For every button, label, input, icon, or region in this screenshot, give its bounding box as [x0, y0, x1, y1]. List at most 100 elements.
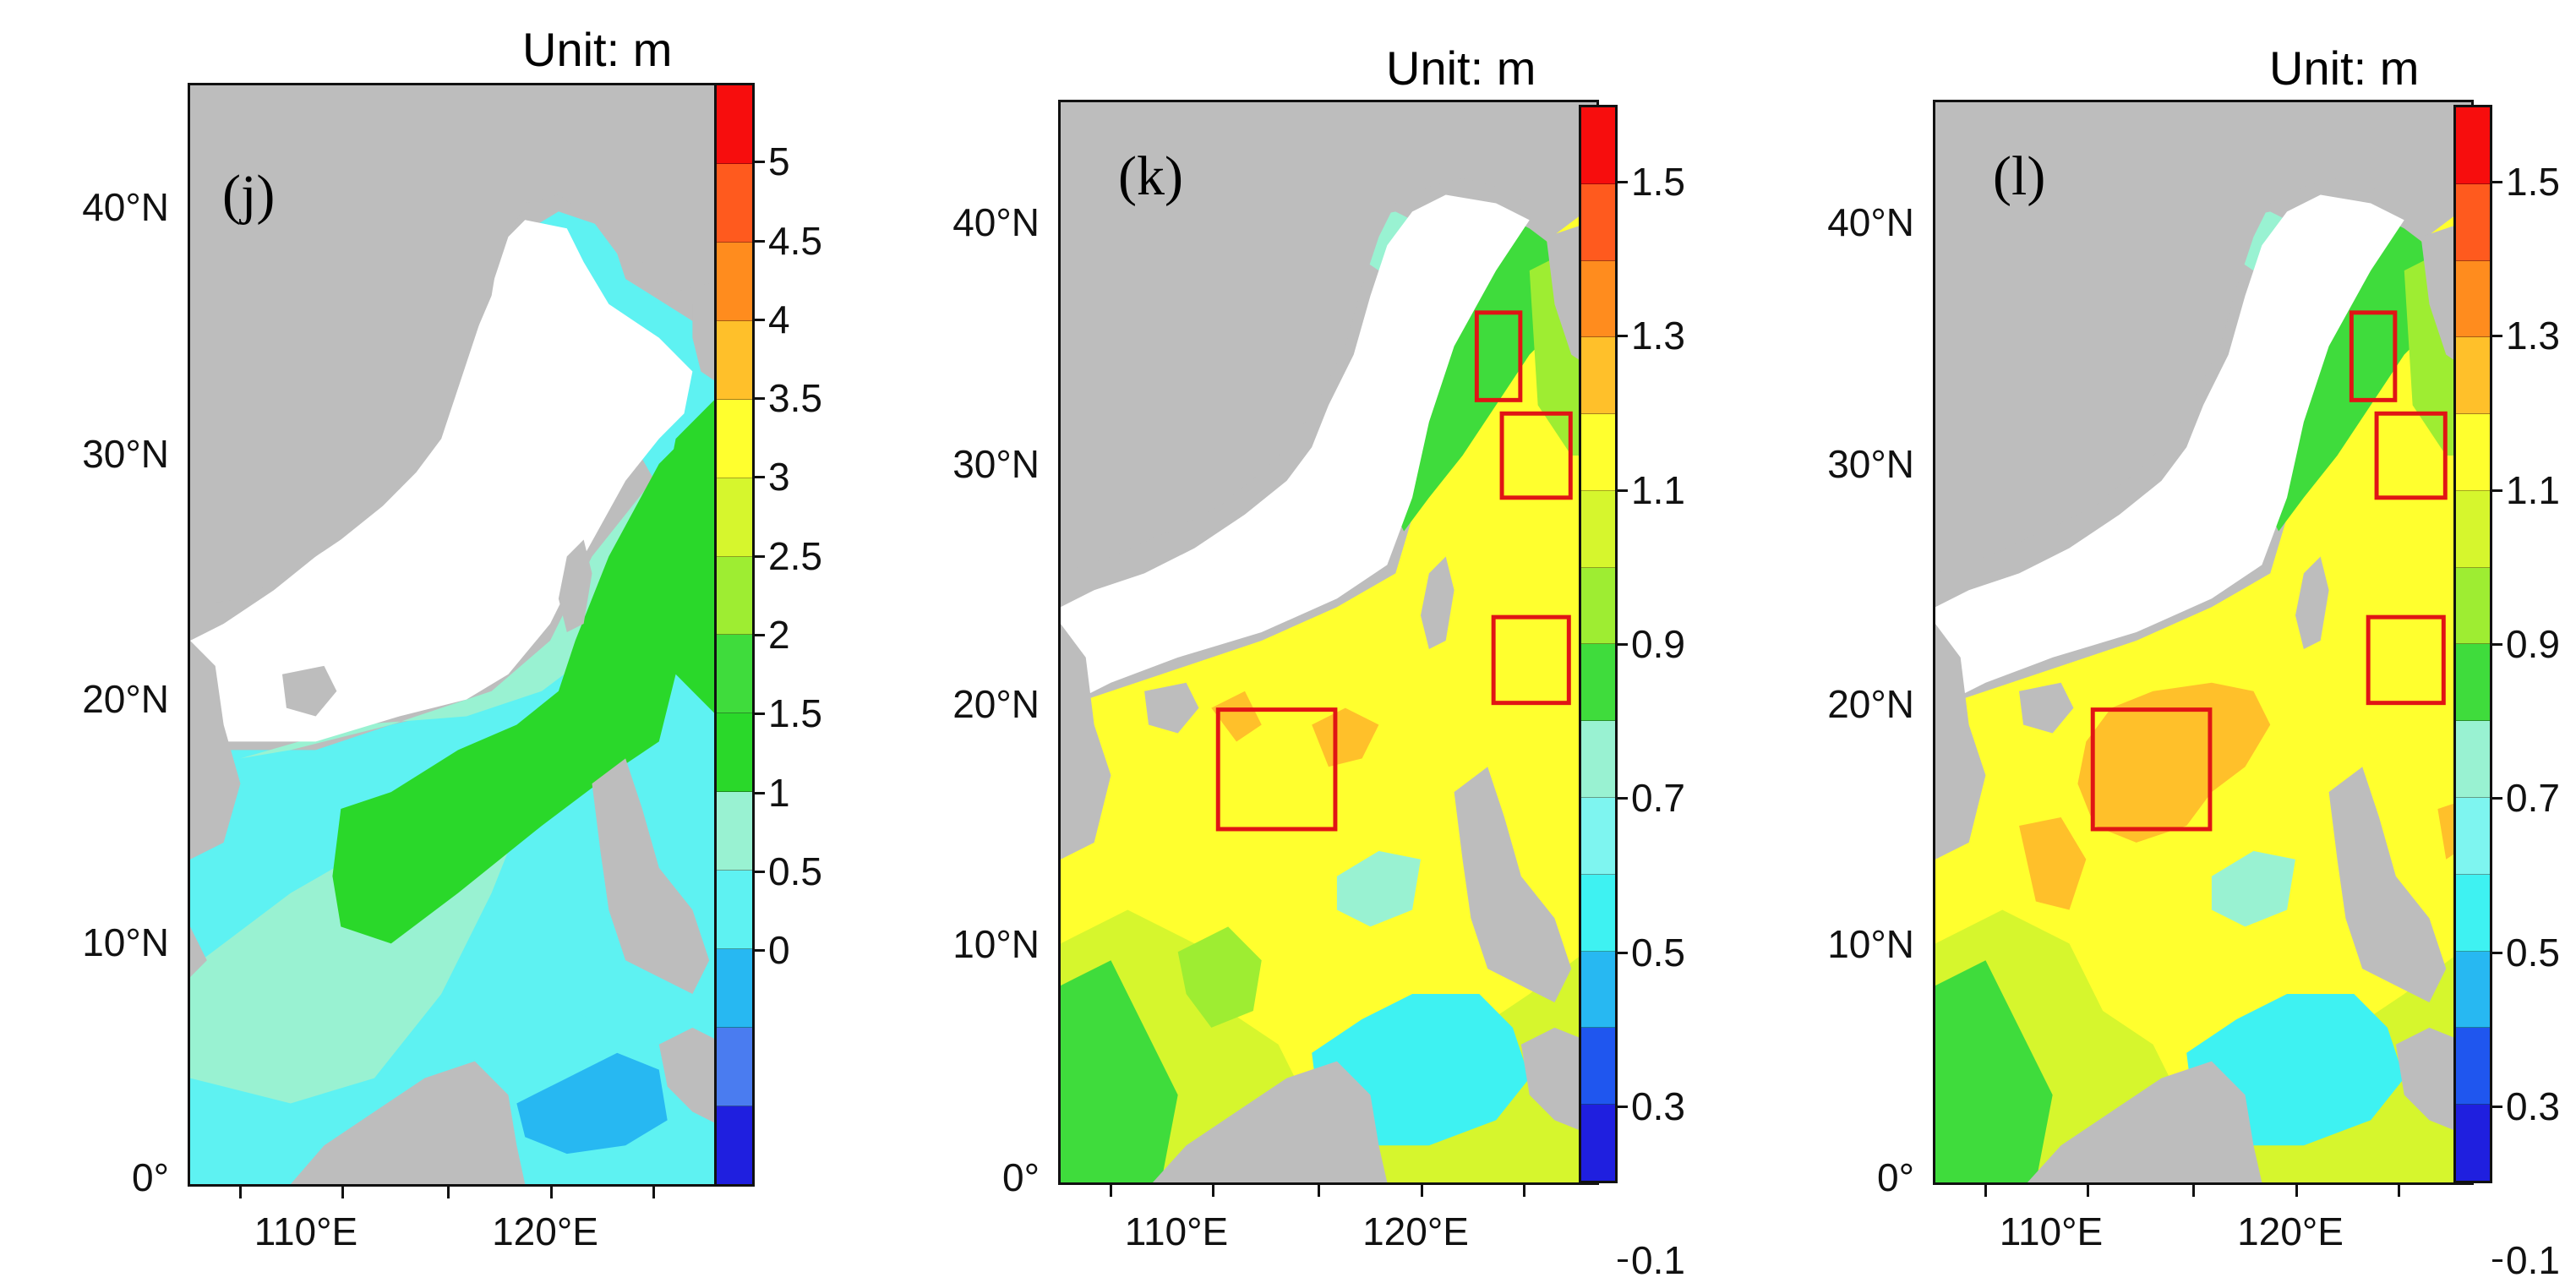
- ytick-20n: 20°N: [1827, 682, 1914, 726]
- land-indochina-south: [190, 926, 207, 978]
- land-taiwan: [2295, 556, 2329, 649]
- colorbar-tick: [2492, 489, 2502, 492]
- colorbar-label: 1.1: [1631, 467, 1685, 512]
- sea-blue-patch-2: [499, 1002, 592, 1062]
- colorbar-swatch: [2456, 644, 2490, 722]
- colorbar-swatch: [1581, 107, 1615, 184]
- x-axis-tick: [1109, 1185, 1112, 1197]
- x-axis-tick: [2192, 1185, 2196, 1197]
- colorbar-tick: [1618, 335, 1628, 338]
- sea-orange-2: [2019, 817, 2087, 910]
- coast-gap: [1935, 194, 2404, 708]
- colorbar-swatch: [1581, 337, 1615, 415]
- sea-green-mid: [1177, 926, 1262, 1028]
- land-indochina: [1061, 624, 1111, 860]
- ytick-30n: 30°N: [1827, 442, 1914, 486]
- land-philippines: [1454, 767, 1572, 1002]
- colorbar-tick: [1618, 181, 1628, 184]
- colorbar-tick: [755, 791, 765, 794]
- colorbar-label: 2: [768, 613, 790, 657]
- colorbar-tick: [755, 634, 765, 636]
- sea-green-east: [658, 388, 726, 759]
- colorbar-tick: [2492, 335, 2502, 338]
- x-axis-tick: [238, 1187, 242, 1198]
- sea-orange-3: [1211, 691, 1262, 742]
- x-axis-tick: [341, 1187, 345, 1198]
- xtick-120e: 120°E: [2237, 1209, 2344, 1253]
- map-l: (l): [1933, 100, 2474, 1185]
- colorbar-label: 0.7: [1631, 776, 1685, 821]
- x-axis-tick: [1420, 1185, 1423, 1197]
- xtick-110e: 110°E: [1999, 1209, 2104, 1253]
- panel-label-k: (k): [1118, 145, 1183, 207]
- x-axis-tick: [2398, 1185, 2401, 1197]
- panel-k: Unit: m: [870, 0, 1716, 1282]
- colorbar-swatch: [717, 635, 752, 714]
- colorbar-tick: [1618, 951, 1628, 954]
- colorbar-swatch: [2456, 337, 2490, 415]
- colorbar-swatch: [717, 1028, 752, 1106]
- colorbar-label: 1.1: [2506, 467, 2560, 512]
- colorbar-swatch: [717, 792, 752, 871]
- colorbar-swatch: [1581, 644, 1615, 722]
- ytick-10n: 10°N: [1827, 922, 1914, 966]
- colorbar-swatch: [1581, 490, 1615, 568]
- colorbar-label: 1.3: [1631, 314, 1685, 358]
- map-l-svg: [1935, 102, 2471, 1182]
- sea-green-sw: [1935, 960, 2053, 1182]
- colorbar-tick: [1618, 489, 1628, 492]
- colorbar-label: 0.5: [1631, 930, 1685, 975]
- colorbar-tick: [755, 397, 765, 401]
- land-hainan: [1144, 682, 1199, 734]
- ytick-40n: 40°N: [82, 185, 169, 229]
- colorbar-tick: [755, 949, 765, 953]
- colorbar-swatch: [1581, 721, 1615, 799]
- colorbar-label: 5: [768, 139, 790, 184]
- land-borneo: [290, 1061, 526, 1184]
- colorbar-label: 1: [768, 770, 790, 815]
- colorbar-tick: [2492, 181, 2502, 184]
- colorbar-label: 0: [768, 928, 790, 973]
- ytick-30n: 30°N: [82, 432, 169, 476]
- x-axis-tick: [1984, 1185, 1987, 1197]
- colorbar-swatch: [1581, 567, 1615, 645]
- panel-label-j: (j): [222, 164, 276, 226]
- coast-gap: [190, 220, 693, 751]
- colorbar-tick: [2492, 797, 2502, 800]
- land-borneo: [1152, 1061, 1388, 1182]
- colorbar-k: [1579, 105, 1618, 1183]
- panel-label-l: (l): [1993, 145, 2046, 207]
- panel-l: Unit: m: [1745, 0, 2576, 1282]
- colorbar-swatch: [1581, 1105, 1615, 1181]
- colorbar-swatch: [717, 949, 752, 1029]
- colorbar-l: [2453, 105, 2492, 1183]
- colorbar-label: 0.1: [1631, 1238, 1685, 1283]
- sea-cyan-south-2: [1336, 850, 1421, 927]
- colorbar-tick: [1618, 1259, 1628, 1263]
- colorbar-label: 2.5: [768, 533, 822, 578]
- sea-blue-patch: [516, 1052, 668, 1155]
- box-yellow-sea: [1474, 310, 1523, 402]
- colorbar-j: [714, 83, 755, 1187]
- land-indochina: [190, 640, 241, 860]
- colorbar-swatch: [717, 478, 752, 557]
- x-axis-tick: [447, 1187, 450, 1198]
- colorbar-swatch: [2456, 414, 2490, 491]
- box-luzon: [2366, 614, 2446, 706]
- colorbar-swatch: [1581, 260, 1615, 338]
- colorbar-label: 4: [768, 297, 790, 341]
- colorbar-label: 0.9: [1631, 622, 1685, 666]
- x-axis-tick: [1318, 1185, 1321, 1197]
- land-mindanao: [1520, 1027, 1596, 1138]
- panel-j: Unit: m: [0, 0, 845, 1259]
- sea-orange-2: [1312, 707, 1379, 767]
- colorbar-label: 0.9: [2506, 622, 2560, 666]
- colorbar-swatch: [2456, 874, 2490, 952]
- colorbar-label: 0.5: [2506, 930, 2560, 975]
- colorbar-tick: [2492, 951, 2502, 954]
- colorbar-label: 3.5: [768, 376, 822, 421]
- unit-label: Unit: m: [522, 23, 673, 76]
- xtick-110e: 110°E: [254, 1209, 358, 1253]
- colorbar-swatch: [717, 556, 752, 636]
- colorbar-swatch: [2456, 490, 2490, 568]
